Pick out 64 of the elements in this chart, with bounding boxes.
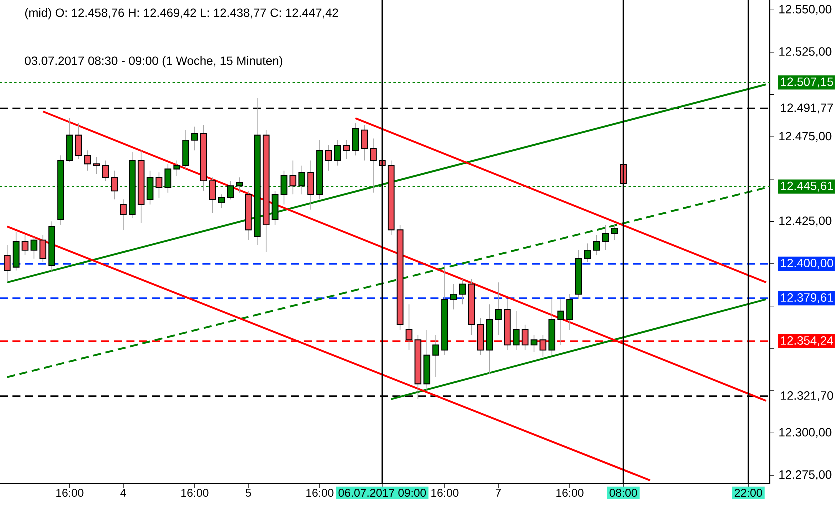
candlestick [40, 234, 47, 263]
candlestick [174, 160, 180, 176]
candlestick [558, 299, 564, 346]
ref-line-label: 12.507,15 [781, 78, 834, 88]
candlestick [450, 284, 458, 310]
x-tick-label: 22:00 [734, 489, 762, 498]
candlestick [120, 199, 127, 231]
candlestick [192, 126, 198, 152]
candlestick [308, 160, 314, 210]
ref-line-label: 12.321,70 [781, 392, 834, 402]
x-tick-label: 7 [496, 489, 502, 497]
candlestick [75, 123, 82, 160]
text: 03.07.2017 08:30 - 09:00 (1 Woche, 15 Minuten) [25, 56, 283, 68]
candlestick [4, 244, 11, 283]
ref-line-label: 12.400,00 [781, 259, 834, 269]
candlestick [432, 334, 440, 378]
candlestick [218, 194, 226, 209]
ref-line-label: 12.491,77 [781, 104, 834, 114]
y-tick-label: 12.475,00 [780, 132, 832, 142]
candlestick [156, 172, 163, 198]
candlestick [209, 177, 216, 214]
x-tick-label: 16:00 [56, 489, 84, 498]
ref-line-label: 12.445,61 [781, 182, 834, 192]
x-tick-label: 5 [246, 489, 252, 497]
candlestick [84, 150, 92, 172]
candlestick [495, 282, 502, 336]
candlestick [102, 160, 110, 182]
candlestick [602, 224, 610, 251]
candlestick [111, 170, 118, 200]
y-tick-label: 12.525,00 [780, 47, 832, 58]
candlestick [370, 138, 377, 194]
candlestick [325, 145, 332, 172]
candlestick [352, 123, 360, 156]
candlestick [593, 234, 600, 256]
x-tick-label: 06.07.2017 09:00 [338, 489, 426, 498]
ref-line-label: 12.354,24 [781, 336, 834, 346]
candlestick [30, 236, 38, 260]
candlestick [290, 160, 297, 196]
candlestick [334, 140, 342, 166]
candlestick [530, 334, 538, 352]
x-tick-label: 4 [120, 489, 126, 497]
y-tick-label: 12.550,00 [780, 5, 832, 16]
candlestick [512, 310, 520, 351]
x-tick-label: 16:00 [432, 489, 459, 498]
candlestick [522, 324, 529, 351]
candlestick [540, 334, 547, 358]
candlestick [566, 294, 574, 330]
y-tick-label: 12.425,00 [780, 216, 832, 227]
candlestick [611, 224, 618, 241]
ref-line-label: 12.379,61 [781, 294, 834, 304]
candlestick [584, 243, 592, 263]
text: (mid) O: 12.458,76 H: 12.469,42 L: 12.438,77 C: 12.447,42 [25, 8, 338, 20]
candlestick [361, 124, 368, 162]
candlestick [459, 278, 466, 306]
y-tick-label: 12.300,00 [780, 428, 832, 438]
x-tick-label: 16:00 [556, 489, 584, 498]
x-tick-label: 08:00 [610, 489, 638, 498]
y-tick-label: 12.275,00 [780, 470, 832, 480]
candlestick [343, 140, 350, 160]
x-tick-label: 16:00 [182, 489, 209, 498]
candlestick [93, 156, 100, 175]
x-tick-label: 16:00 [306, 489, 334, 498]
candlestick [406, 304, 413, 351]
candlestick [22, 234, 29, 256]
